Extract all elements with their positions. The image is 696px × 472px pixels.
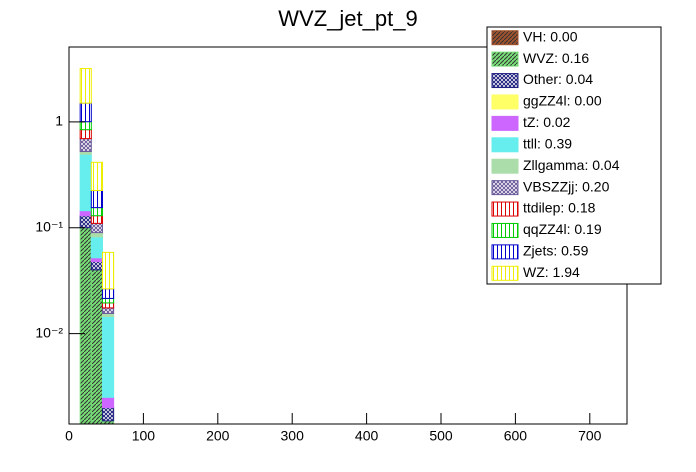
legend-label: Other: 0.04 [523,71,593,87]
x-tick-label: 700 [578,428,602,444]
bar [101,396,115,409]
chart-title: WVZ_jet_pt_9 [278,6,417,31]
x-tick-label: 300 [281,428,305,444]
legend-label: ttdilep: 0.18 [523,200,596,216]
bar [101,297,115,304]
bar [90,269,103,425]
legend-label: VH: 0.00 [523,28,578,44]
legend-swatch [491,30,519,46]
bar [90,215,103,224]
bar [90,236,103,259]
bar [90,161,103,191]
bar [79,129,92,140]
bar [101,302,115,309]
legend-swatch [491,158,519,174]
bar [101,316,115,398]
x-tick-label: 100 [132,428,156,444]
x-tick-label: 500 [429,428,453,444]
legend-swatch [491,115,519,131]
bar [79,121,92,131]
legend-swatch [491,73,519,89]
x-tick-label: 600 [504,428,528,444]
bar [90,257,103,262]
bar [101,288,115,299]
legend-swatch [491,180,519,196]
bar [79,102,92,123]
x-tick-label: 200 [206,428,230,444]
legend-swatch [491,222,519,238]
y-tick-label: 10⁻² [35,324,63,340]
bar [101,307,115,314]
legend-swatch [491,137,519,153]
legend-label: Zjets: 0.59 [523,243,589,259]
bar [90,222,103,234]
legend-label: tZ: 0.02 [523,114,571,130]
bar [79,215,92,229]
legend-swatch [491,94,519,110]
legend-label: WZ: 1.94 [523,264,580,280]
legend-swatch [491,265,519,281]
legend-box [486,26,662,285]
legend-label: qqZZ4l: 0.19 [523,221,602,237]
bar [79,138,92,153]
bar [79,227,92,425]
legend-label: ttll: 0.39 [523,135,572,151]
legend-swatch [491,244,519,260]
bar [90,232,103,238]
legend-label: WVZ: 0.16 [523,50,589,66]
legend-label: Zllgamma: 0.04 [523,157,620,173]
legend-swatch [491,51,519,67]
bar [79,153,92,212]
legend-label: VBSZZjj: 0.20 [523,178,610,194]
legend-swatch [491,201,519,217]
bar [90,189,103,209]
bar [79,210,92,217]
bar [90,207,103,217]
y-tick-label: 10⁻¹ [35,218,63,234]
legend-label: ggZZ4l: 0.00 [523,93,602,109]
x-tick-label: 400 [355,428,379,444]
bar [79,67,92,104]
bar [101,251,115,290]
bar [101,407,115,422]
x-tick-label: 0 [65,428,73,444]
y-tick-label: 1 [55,113,63,129]
bar [90,260,103,271]
